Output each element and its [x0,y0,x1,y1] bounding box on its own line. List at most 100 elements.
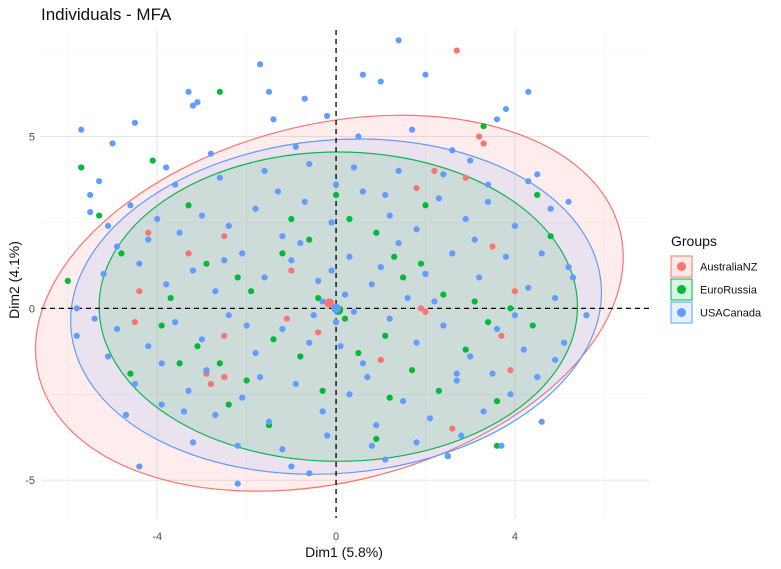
data-point-australianz [221,332,228,339]
data-point-usacanada [471,236,478,243]
data-point-usacanada [256,373,264,381]
data-point-australianz [136,288,143,295]
data-point-eurorussia [417,260,425,267]
data-point-usacanada [189,102,197,109]
data-point-usacanada [180,408,188,415]
data-point-usacanada [292,143,299,150]
data-point-eurorussia [435,387,442,394]
data-point-usacanada [73,332,80,339]
data-point-usacanada [462,215,469,223]
data-point-usacanada [306,339,313,346]
points-australianz [131,47,518,432]
data-point-usacanada [350,308,358,315]
data-point-eurorussia [422,202,429,209]
data-point-usacanada [422,71,429,78]
data-point-usacanada [288,463,295,470]
data-point-usacanada [96,178,103,185]
data-point-usacanada [493,116,501,123]
data-point-usacanada [306,160,313,168]
data-point-eurorussia [297,353,304,360]
data-point-usacanada [185,387,192,394]
data-point-australianz [422,308,429,315]
data-point-usacanada [520,346,527,353]
data-point-usacanada [100,270,107,278]
data-point-usacanada [73,305,80,312]
data-point-eurorussia [64,277,71,284]
data-point-usacanada [288,257,295,264]
data-point-usacanada [377,78,384,85]
data-point-eurorussia [529,322,536,329]
data-point-usacanada [583,312,590,319]
data-point-eurorussia [484,319,492,326]
chart-title: Individuals - MFA [41,5,172,24]
data-point-usacanada [239,250,246,257]
data-point-usacanada [538,418,545,425]
data-point-usacanada [306,470,313,477]
data-point-usacanada [324,432,331,439]
data-point-usacanada [131,380,138,388]
plot-panel [34,30,649,518]
data-point-australianz [453,47,460,54]
data-point-usacanada [109,140,116,147]
data-point-usacanada [189,267,197,274]
data-point-usacanada [158,360,165,367]
data-point-usacanada [525,178,532,185]
data-point-australianz [288,267,295,274]
data-point-usacanada [502,253,510,260]
data-point-australianz [413,184,420,192]
data-point-usacanada [511,312,518,319]
data-point-usacanada [467,353,474,360]
data-point-eurorussia [234,274,241,281]
data-point-usacanada [172,319,179,326]
data-point-australianz [283,315,290,322]
data-point-usacanada [453,377,460,384]
data-point-usacanada [265,88,273,95]
group-centroids [324,298,344,315]
data-point-usacanada [158,401,165,408]
data-point-australianz [489,243,496,250]
centroid-usacanada [331,303,341,314]
data-point-usacanada [225,222,232,229]
data-point-eurorussia [225,401,232,408]
data-point-usacanada [104,353,112,360]
data-point-usacanada [382,456,389,463]
data-point-usacanada [234,442,241,449]
data-point-eurorussia [158,322,165,329]
data-point-usacanada [172,181,179,188]
data-point-eurorussia [288,215,295,223]
data-point-usacanada [279,233,286,240]
legend-label-australianz: AustraliaNZ [700,262,758,274]
data-point-usacanada [422,270,429,278]
data-point-usacanada [560,339,568,346]
data-point-eurorussia [332,191,340,199]
data-point-usacanada [359,360,366,367]
data-point-usacanada [413,339,420,346]
data-point-eurorussia [167,294,174,302]
points-eurorussia [64,88,554,460]
data-point-eurorussia [493,398,501,405]
data-point-usacanada [413,226,420,233]
data-point-eurorussia [78,164,85,171]
data-point-usacanada [346,391,353,398]
data-point-usacanada [493,325,501,333]
data-point-eurorussia [216,88,223,95]
data-point-eurorussia [149,157,156,164]
x-tick-label: 0 [333,531,339,543]
data-point-usacanada [198,212,206,219]
data-point-eurorussia [534,191,541,199]
data-point-eurorussia [319,387,326,394]
data-point-eurorussia [373,229,380,236]
data-point-eurorussia [355,349,362,357]
data-point-usacanada [355,133,362,140]
data-point-usacanada [484,198,492,205]
data-point-usacanada [534,373,541,381]
data-point-australianz [315,329,322,336]
data-point-eurorussia [306,236,313,243]
data-point-usacanada [243,322,250,329]
data-point-eurorussia [279,250,286,257]
data-point-australianz [507,367,514,374]
data-point-usacanada [87,191,94,199]
data-point-usacanada [301,95,308,102]
data-point-usacanada [212,411,219,419]
